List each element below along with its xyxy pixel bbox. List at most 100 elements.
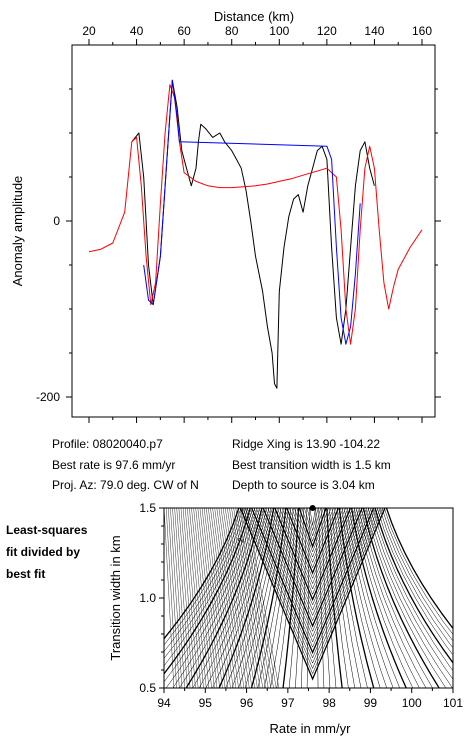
contour-line [274, 508, 352, 602]
contour-line [296, 508, 329, 553]
contour-line [267, 508, 358, 617]
contour-line [238, 508, 282, 688]
contour-line [241, 508, 274, 688]
contour-line [227, 508, 255, 688]
contour-line [176, 508, 191, 688]
contour-line [212, 508, 237, 688]
contour-line [315, 508, 319, 688]
contour-line [231, 508, 261, 688]
best-rate-label: Best rate is 97.6 mm/yr [52, 458, 176, 472]
contour-line [178, 508, 193, 688]
contour-line [195, 508, 215, 688]
contour-line [304, 508, 322, 537]
depth-label: Depth to source is 3.04 km [232, 478, 375, 492]
contour-line [180, 508, 196, 688]
contour-line [301, 508, 324, 543]
side-note-line2: fit divided by [6, 545, 81, 559]
contour-line [246, 508, 280, 688]
contour-line [358, 508, 427, 688]
bottom-x-tick-label: 101 [443, 696, 463, 710]
top-x-tick-label: 20 [82, 24, 96, 38]
contour-line [360, 508, 433, 688]
contour-line [164, 508, 242, 646]
contour-line [242, 508, 383, 675]
contour-line [205, 508, 270, 688]
contour-line [193, 508, 212, 688]
bottom-x-tick-label: 99 [364, 696, 378, 710]
contour-line [263, 508, 292, 688]
contour-line [250, 508, 287, 688]
bottom-y-tick-label: 0.5 [139, 681, 156, 695]
contour-line [225, 508, 277, 688]
contour-line [338, 508, 375, 688]
contour-line [249, 508, 377, 659]
contour-line [246, 508, 379, 664]
bottom-y-tick-label: 1.5 [139, 501, 156, 515]
contour-line [206, 508, 228, 688]
bottom-x-tick-label: 94 [157, 696, 171, 710]
contour-line [203, 508, 226, 688]
contour-line [210, 508, 234, 688]
bottom-x-tick-label: 98 [322, 696, 336, 710]
contour-line [164, 508, 246, 659]
bottom-x-tick-label: 96 [240, 696, 254, 710]
contour-line [233, 508, 263, 688]
contour-line [172, 508, 185, 688]
contour-line [318, 508, 325, 688]
contour-line [166, 508, 177, 688]
contour-plot-frame [163, 507, 454, 689]
contour-line [229, 508, 258, 688]
contour-line [260, 508, 365, 632]
contour-line [187, 508, 204, 688]
contour-line [199, 508, 267, 688]
contour-line [164, 508, 240, 640]
bottom-x-tick-label: 95 [199, 696, 213, 710]
contour-line [184, 508, 202, 688]
contour-line [365, 508, 447, 688]
contour-line [239, 508, 386, 681]
projection-azimuth-label: Proj. Az: 79.0 deg. CW of N [52, 478, 199, 492]
contour-line [164, 508, 244, 653]
contour-line [164, 508, 253, 683]
contour-line [270, 508, 294, 688]
anomaly-chart: Distance (km) 20 40 60 80 100 120 140 1600-200 … [10, 9, 441, 423]
contour-line [218, 508, 245, 688]
contour-line [244, 508, 284, 688]
contour-line [370, 508, 453, 680]
contour-line [348, 508, 400, 688]
top-y-axis-title: Anomaly amplitude [10, 176, 25, 287]
top-x-tick-label: 40 [130, 24, 144, 38]
contour-line [272, 508, 354, 606]
contour-line [291, 508, 334, 564]
contour-line [208, 508, 231, 688]
contour-line [344, 508, 387, 688]
contour-line [346, 508, 394, 688]
fit-anomaly-line [143, 79, 361, 345]
top-x-axis-title: Distance (km) [214, 9, 294, 24]
contour-line [282, 508, 300, 688]
side-note-line1: Least-squares [6, 523, 88, 537]
contour-line [191, 508, 210, 688]
contour-line [377, 508, 453, 656]
contour-line [258, 508, 368, 638]
contour-line [164, 508, 249, 667]
contour-line [165, 508, 256, 688]
side-note-line3: best fit [6, 567, 46, 581]
contour-line [201, 508, 223, 688]
ridge-crossing-label: Ridge Xing is 13.90 -104.22 [232, 437, 381, 451]
top-x-tick-label: 80 [225, 24, 239, 38]
contour-line [350, 508, 407, 688]
contour-line [385, 508, 453, 630]
contour-line [265, 508, 361, 622]
contour-line [235, 508, 266, 688]
contour-line [218, 508, 275, 688]
contour-line [367, 508, 453, 688]
contour-line [220, 508, 247, 688]
contour-line [189, 508, 207, 688]
top-plot-frame [71, 44, 436, 418]
contour-line [289, 508, 337, 569]
contour-line [214, 508, 239, 688]
bottom-x-tick-label: 97 [281, 696, 295, 710]
best-fit-marker [309, 505, 316, 511]
contour-line [336, 508, 368, 688]
